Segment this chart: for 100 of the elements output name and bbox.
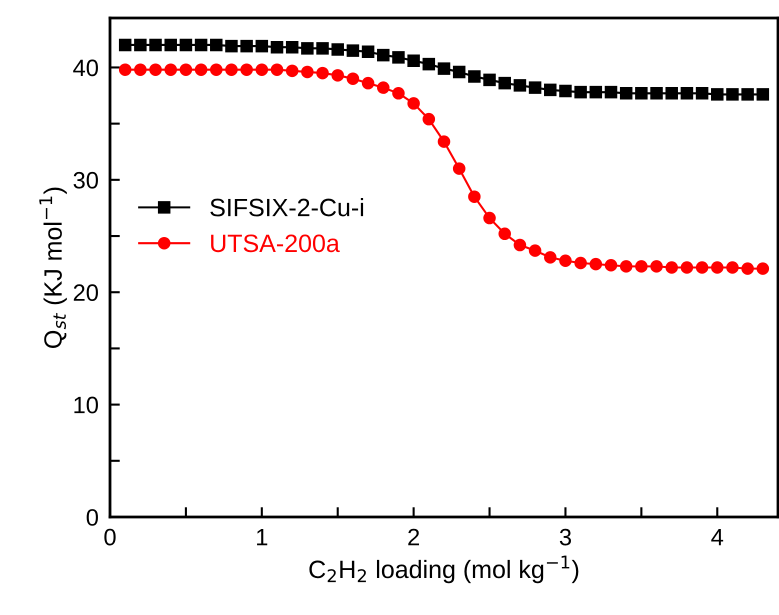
- point: [665, 261, 678, 274]
- point: [604, 259, 618, 272]
- point: [590, 258, 602, 270]
- point: [225, 40, 238, 52]
- point: [301, 42, 314, 55]
- point: [514, 238, 526, 252]
- point: [256, 63, 268, 76]
- point: [180, 38, 192, 52]
- point: [696, 87, 708, 100]
- point: [726, 261, 739, 274]
- point: [270, 40, 284, 54]
- point: [528, 244, 542, 257]
- point: [316, 66, 329, 80]
- point: [438, 135, 450, 148]
- point: [362, 45, 374, 58]
- point: [696, 261, 708, 274]
- point: [377, 48, 390, 62]
- point: [194, 38, 208, 52]
- point: [210, 63, 223, 76]
- y-tick-label: 30: [74, 172, 98, 189]
- point: [301, 66, 314, 78]
- x-tick-label: 4: [711, 528, 724, 546]
- point: [134, 38, 147, 52]
- point: [316, 42, 329, 55]
- point: [559, 254, 572, 268]
- point: [528, 81, 542, 94]
- point: [422, 112, 436, 126]
- x-tick-label: 0: [104, 528, 116, 546]
- point: [650, 260, 663, 273]
- point: [604, 86, 618, 98]
- point: [756, 88, 770, 101]
- y-tick-label: 40: [73, 60, 98, 76]
- point: [422, 58, 436, 70]
- point: [194, 63, 208, 76]
- point: [711, 88, 724, 101]
- point: [118, 38, 132, 52]
- point: [118, 63, 132, 76]
- point: [756, 262, 770, 275]
- point: [331, 69, 344, 82]
- point: [635, 260, 648, 273]
- point: [407, 97, 420, 110]
- point: [164, 63, 177, 76]
- point: [149, 38, 162, 52]
- point: [225, 63, 238, 76]
- point: [559, 84, 572, 98]
- point: [286, 40, 298, 54]
- point: [620, 87, 632, 100]
- point: [164, 38, 177, 52]
- point: [544, 84, 557, 96]
- point: [468, 70, 481, 83]
- y-axis-title: Q$_{st}$ (KJ mol$^{−1}$): [39, 188, 67, 348]
- point: [392, 51, 405, 64]
- point: [377, 81, 390, 94]
- x-tick-label: 3: [560, 528, 571, 546]
- point: [240, 63, 253, 76]
- point: [286, 64, 298, 78]
- point: [392, 87, 405, 100]
- legend-label: UTSA-200a: [211, 234, 340, 252]
- point: [149, 63, 162, 76]
- x-axis-title: C$_{2}$H$_{2}$ loading (mol kg$^{−1}$): [309, 556, 578, 584]
- point: [346, 44, 360, 57]
- point: [331, 43, 344, 56]
- point: [483, 212, 496, 224]
- x-tick-label: 2: [408, 528, 420, 546]
- point: [407, 54, 420, 67]
- point: [256, 40, 268, 52]
- y-tick-label: 20: [74, 284, 98, 302]
- point: [210, 38, 223, 52]
- point: [468, 190, 481, 203]
- point: [438, 62, 450, 75]
- legend-label: SIFSIX-2-Cu-i: [210, 198, 364, 216]
- point: [680, 261, 694, 274]
- point: [726, 88, 739, 101]
- point: [650, 87, 663, 100]
- x-tick-label: 1: [257, 528, 268, 546]
- y-tick-label: 0: [86, 509, 98, 526]
- point: [665, 87, 678, 100]
- point: [574, 256, 587, 270]
- point: [240, 40, 253, 52]
- point: [574, 86, 587, 98]
- point: [498, 228, 511, 240]
- point: [635, 87, 648, 100]
- point: [362, 76, 374, 90]
- point: [741, 262, 754, 275]
- point: [620, 260, 632, 273]
- point: [680, 87, 694, 100]
- point: [590, 86, 602, 98]
- point: [498, 76, 511, 90]
- point: [180, 63, 192, 76]
- point: [483, 74, 496, 86]
- y-tick-label: 10: [74, 396, 98, 414]
- point: [452, 162, 466, 175]
- point: [711, 261, 724, 274]
- point: [514, 79, 526, 92]
- point: [544, 251, 557, 264]
- point: [270, 63, 284, 76]
- point: [741, 88, 754, 101]
- point: [346, 72, 360, 85]
- point: [452, 66, 466, 78]
- point: [134, 63, 147, 76]
